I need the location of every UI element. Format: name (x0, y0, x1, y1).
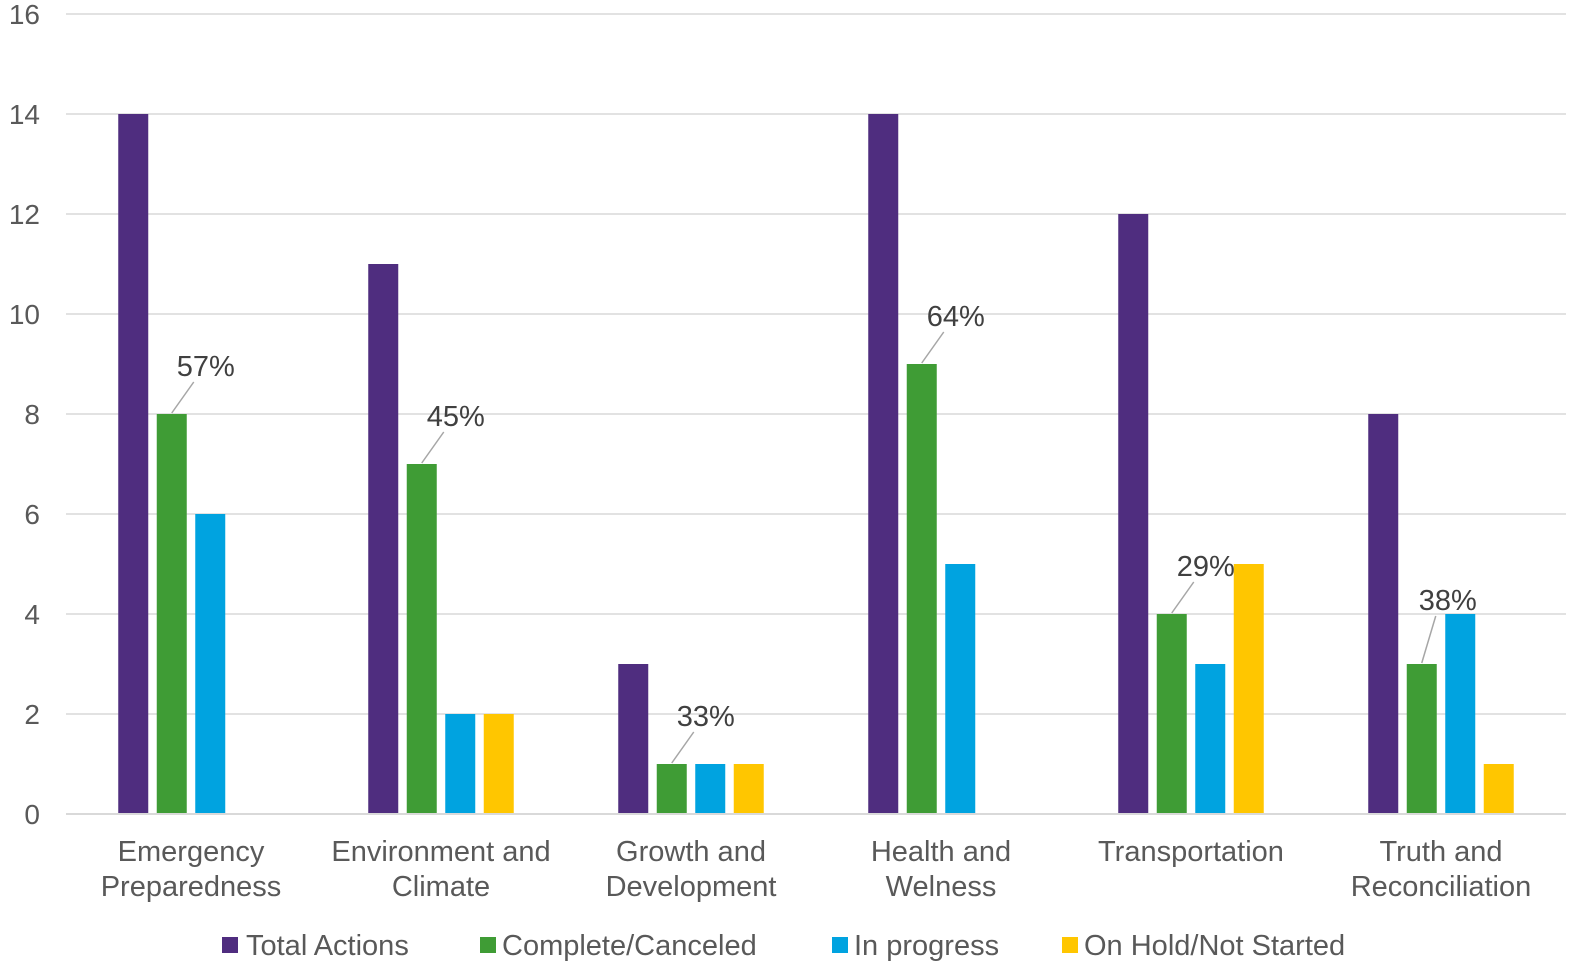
leader-line (171, 381, 195, 414)
leader-lines (171, 331, 1437, 764)
data-label: 29% (1177, 551, 1235, 583)
bar (368, 264, 399, 814)
legend-label: On Hold/Not Started (1084, 930, 1345, 962)
data-label: 38% (1419, 585, 1477, 617)
legend: Total Actions Complete/Canceled In progres… (222, 930, 1345, 962)
bar (868, 114, 899, 814)
category-label: Health and Welness (871, 836, 1011, 903)
bar (656, 764, 687, 814)
category-label: Transportation (1098, 836, 1284, 868)
bar (195, 514, 226, 814)
legend-item: On Hold/Not Started (1062, 930, 1345, 962)
category-label: Truth and Reconciliation (1351, 836, 1532, 903)
data-labels: 57% 45% 33% 64% 29% 38% (177, 301, 1477, 733)
legend-swatch (1062, 937, 1078, 953)
y-tick-label: 12 (9, 199, 40, 230)
bar (1368, 414, 1399, 814)
legend-label: In progress (854, 930, 999, 962)
leader-line (421, 431, 445, 464)
y-tick-label: 4 (24, 599, 40, 630)
y-tick-label: 2 (24, 699, 40, 730)
y-tick-label: 14 (9, 99, 40, 130)
bar (733, 764, 764, 814)
bar (1445, 614, 1476, 814)
data-label: 45% (427, 401, 485, 433)
y-tick-label: 10 (9, 299, 40, 330)
bar (156, 414, 187, 814)
legend-item: Total Actions (222, 930, 409, 962)
category-label: Emergency Preparedness (101, 836, 282, 903)
legend-label: Total Actions (246, 930, 409, 962)
bar (1195, 664, 1226, 814)
legend-swatch (222, 937, 238, 953)
y-tick-label: 0 (24, 799, 40, 830)
bar (1483, 764, 1514, 814)
bar (695, 764, 726, 814)
legend-item: In progress (832, 930, 999, 962)
bar (483, 714, 514, 814)
y-tick-label: 16 (9, 0, 40, 30)
category-label: Environment and Climate (331, 836, 550, 903)
legend-swatch (480, 937, 496, 953)
bar (945, 564, 976, 814)
bar (445, 714, 476, 814)
legend-item: Complete/Canceled (480, 930, 757, 962)
bar (906, 364, 937, 814)
category-label: Growth and Development (606, 836, 777, 903)
bar (406, 464, 437, 814)
bar (618, 664, 649, 814)
y-tick-label: 6 (24, 499, 40, 530)
bar (1156, 614, 1187, 814)
bar (1118, 214, 1149, 814)
legend-label: Complete/Canceled (502, 930, 757, 962)
gridlines (66, 13, 1566, 715)
bar (118, 114, 149, 814)
category-labels: Emergency Preparedness Environment and Clim… (101, 836, 1532, 903)
bar (1406, 664, 1437, 814)
leader-line (921, 331, 945, 364)
leader-line (1421, 615, 1437, 664)
legend-swatch (832, 937, 848, 953)
y-axis-ticks: 0 2 4 6 8 10 12 14 16 (9, 0, 40, 830)
bars (118, 114, 1514, 814)
data-label: 33% (677, 701, 735, 733)
data-label: 64% (927, 301, 985, 333)
leader-line (1171, 581, 1195, 614)
bar (1233, 564, 1264, 814)
y-tick-label: 8 (24, 399, 40, 430)
leader-line (671, 731, 695, 764)
data-label: 57% (177, 351, 235, 383)
